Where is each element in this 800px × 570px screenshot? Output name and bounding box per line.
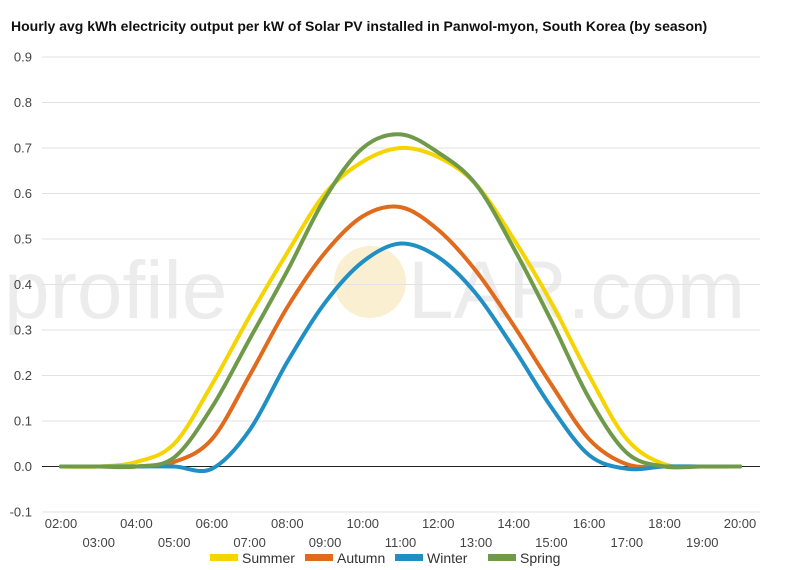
y-tick-label: 0.3 [14,323,32,338]
x-tick-label: 08:00 [271,516,304,531]
series-line-autumn [59,204,742,469]
watermark-sun-icon [334,246,406,318]
legend-label: Summer [242,550,295,566]
x-tick-label: 15:00 [535,535,568,550]
x-tick-label: 19:00 [686,535,719,550]
x-tick-label: 02:00 [45,516,78,531]
y-axis-ticks: 0.9 0.8 0.7 0.6 0.5 0.4 0.3 0.2 0.1 0.0 -0.1 [10,50,32,520]
legend-item-summer[interactable]: Summer [210,550,295,566]
y-tick-label: -0.1 [10,505,32,520]
legend-item-spring[interactable]: Spring [488,550,560,566]
y-tick-label: 0.8 [14,95,32,110]
x-tick-label: 12:00 [422,516,455,531]
y-tick-label: 0.0 [14,459,32,474]
series-lines [59,132,742,474]
x-tick-label: 16:00 [573,516,606,531]
x-tick-label: 14:00 [497,516,530,531]
x-tick-label: 18:00 [648,516,681,531]
y-tick-label: 0.4 [14,277,32,292]
y-tick-label: 0.2 [14,368,32,383]
legend-swatch [488,554,516,561]
y-tick-label: 0.9 [14,50,32,65]
watermark: profile LAR.com [4,245,745,336]
chart-title: Hourly avg kWh electricity output per kW… [11,18,708,34]
x-tick-label: 05:00 [158,535,191,550]
series-line-winter [59,241,742,474]
x-tick-label: 07:00 [233,535,266,550]
x-tick-label: 13:00 [460,535,493,550]
legend-item-autumn[interactable]: Autumn [305,550,385,566]
series-line-spring [59,132,742,470]
y-tick-label: 0.5 [14,232,32,247]
x-tick-label: 10:00 [347,516,380,531]
legend-swatch [395,554,423,561]
legend-label: Spring [520,550,560,566]
x-axis-ticks: 02:00 03:00 04:00 05:00 06:00 07:00 08:00 09:00… [45,516,757,550]
y-tick-label: 0.6 [14,186,32,201]
grid [42,56,760,513]
legend-label: Winter [427,550,468,566]
watermark-text-left: profile [4,245,227,336]
legend-swatch [210,554,238,561]
y-tick-label: 0.7 [14,141,32,156]
legend[interactable]: Summer Autumn Winter Spring [210,550,560,566]
legend-swatch [305,554,333,561]
legend-item-winter[interactable]: Winter [395,550,468,566]
series-line-summer [59,145,742,469]
x-tick-label: 11:00 [385,535,417,550]
legend-label: Autumn [337,550,385,566]
x-tick-label: 17:00 [611,535,644,550]
y-tick-label: 0.1 [14,414,32,429]
x-tick-label: 06:00 [196,516,229,531]
watermark-text-right: LAR.com [408,245,745,336]
x-tick-label: 09:00 [309,535,342,550]
x-tick-label: 03:00 [82,535,115,550]
x-tick-label: 04:00 [120,516,153,531]
x-tick-label: 20:00 [724,516,757,531]
